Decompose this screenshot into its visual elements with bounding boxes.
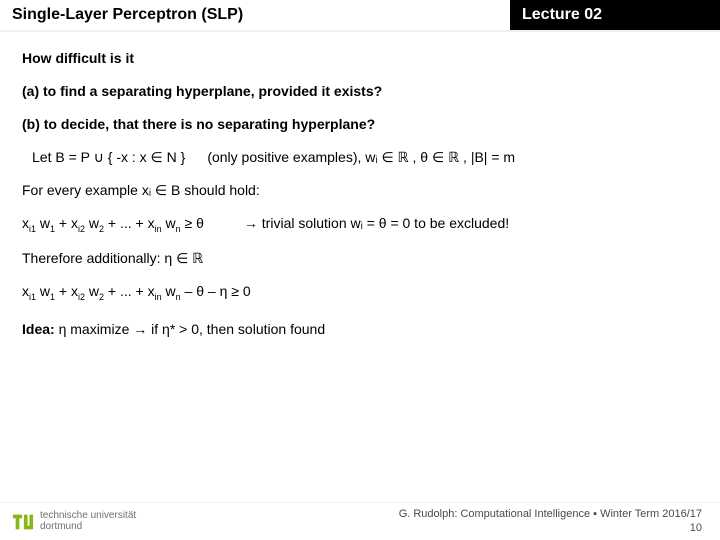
question-a: (a) to find a separating hyperplane, pro… <box>22 81 698 102</box>
let-b-note: (only positive examples), wᵢ ∈ ℝ , θ ∈ ℝ… <box>207 147 515 168</box>
definition-b: Let B = P ∪ { -x : x ∈ N } (only positiv… <box>22 147 698 168</box>
slide-title-left: Single-Layer Perceptron (SLP) <box>0 0 510 30</box>
idea-label: Idea: <box>22 321 55 337</box>
idea-line: Idea: η maximize → if η* > 0, then solut… <box>22 319 698 340</box>
idea-text: η maximize → if η* > 0, then solution fo… <box>55 321 325 337</box>
inequality-1: xi1 w1 + xi2 w2 + ... + xin wn ≥ θ → tri… <box>22 213 698 236</box>
footer-right: G. Rudolph: Computational Intelligence ▪… <box>399 508 702 534</box>
let-b-def: Let B = P ∪ { -x : x ∈ N } <box>32 147 185 168</box>
uni-line-2: dortmund <box>40 522 136 533</box>
header-bar: Single-Layer Perceptron (SLP) Lecture 02 <box>0 0 720 32</box>
forall-line: For every example xᵢ ∈ B should hold: <box>22 180 698 201</box>
logo-text: technische universität dortmund <box>40 511 136 532</box>
footer: technische universität dortmund G. Rudol… <box>0 502 720 540</box>
credit-line: G. Rudolph: Computational Intelligence ▪… <box>399 508 702 521</box>
question-b: (b) to decide, that there is no separati… <box>22 114 698 135</box>
ineq1-left: xi1 w1 + xi2 w2 + ... + xin wn ≥ θ <box>22 213 204 236</box>
section-title: How difficult is it <box>22 48 698 69</box>
tu-logo-icon <box>12 511 34 533</box>
page-number: 10 <box>399 522 702 535</box>
university-logo: technische universität dortmund <box>12 511 136 533</box>
slide-content: How difficult is it (a) to find a separa… <box>0 32 720 340</box>
slide-title-right: Lecture 02 <box>510 0 720 30</box>
uni-line-1: technische universität <box>40 511 136 522</box>
ineq1-right: → trivial solution wᵢ = θ = 0 to be excl… <box>244 213 509 234</box>
therefore-line: Therefore additionally: η ∈ ℝ <box>22 248 698 269</box>
inequality-2: xi1 w1 + xi2 w2 + ... + xin wn – θ – η ≥… <box>22 281 698 304</box>
